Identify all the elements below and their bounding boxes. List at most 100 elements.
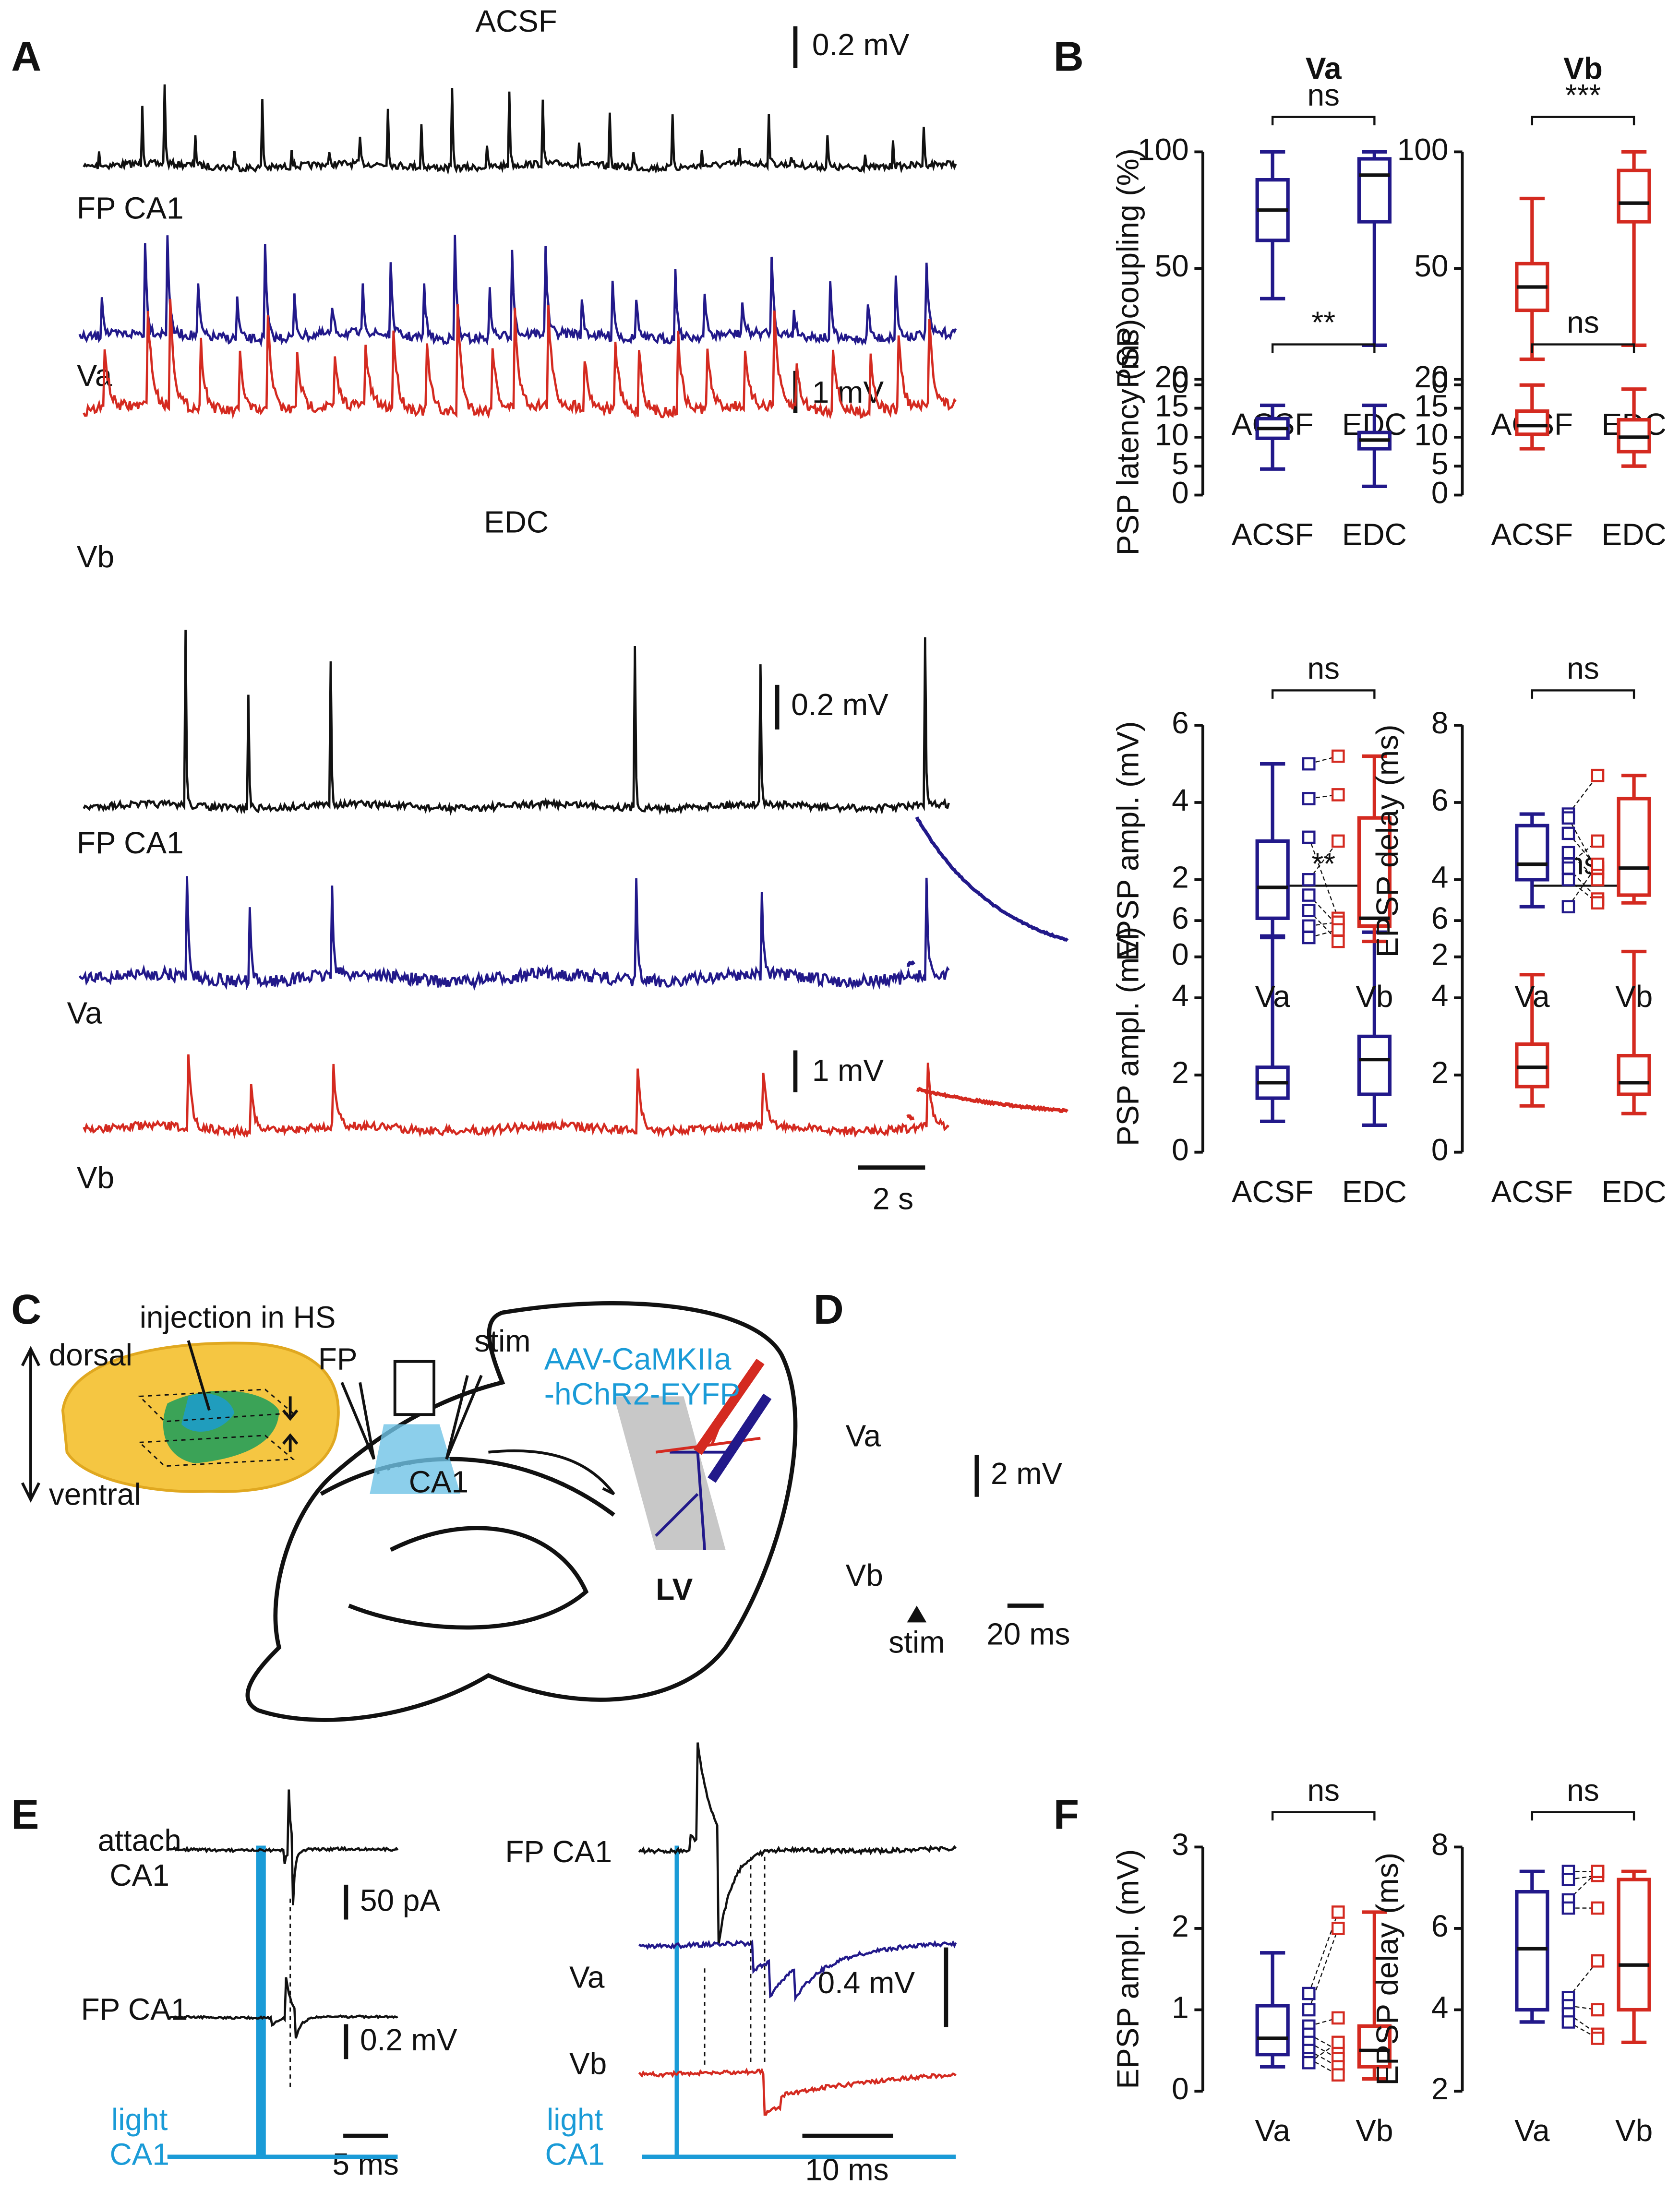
trace-label: Va bbox=[67, 996, 103, 1030]
panel-letter: C bbox=[11, 1286, 41, 1333]
data-point bbox=[1331, 2011, 1345, 2025]
box bbox=[1255, 2004, 1290, 2057]
box bbox=[1515, 824, 1549, 882]
x-tick-label: Va bbox=[1255, 2113, 1290, 2148]
scale-label: 0.4 mV bbox=[817, 1965, 915, 2000]
led bbox=[393, 1360, 435, 1416]
y-tick-label: 50 bbox=[1155, 249, 1189, 283]
y-axis-label: EPSP delay (ms) bbox=[1370, 1853, 1404, 2086]
y-tick-label: 2 bbox=[1431, 1055, 1449, 1090]
trace bbox=[78, 235, 957, 347]
x-tick-label: ACSF bbox=[1491, 1174, 1573, 1209]
trace-label: Vb bbox=[77, 1161, 114, 1195]
scale-label: 50 pA bbox=[360, 1883, 440, 1918]
chart-title: Va bbox=[1306, 51, 1342, 86]
x-tick-label: EDC bbox=[1602, 517, 1667, 552]
label: stim bbox=[888, 1625, 945, 1660]
box bbox=[1515, 1042, 1549, 1089]
label: FP bbox=[318, 1342, 358, 1376]
y-tick-label: 2 bbox=[1172, 1909, 1189, 1943]
y-tick-label: 5 bbox=[1431, 446, 1449, 481]
y-tick-label: 0 bbox=[1172, 937, 1189, 972]
y-tick-label: 0 bbox=[1172, 2071, 1189, 2106]
significance-label: ns bbox=[1308, 651, 1340, 686]
significance-bracket bbox=[1271, 1811, 1376, 1821]
data-point bbox=[1331, 1905, 1345, 1919]
panel-letter: A bbox=[11, 34, 41, 80]
data-point bbox=[1331, 788, 1345, 802]
data-point bbox=[1561, 1873, 1575, 1886]
y-tick-label: 6 bbox=[1172, 901, 1189, 935]
box bbox=[1617, 1878, 1651, 2012]
y-axis-label: EPSP ampl. (mV) bbox=[1111, 721, 1145, 961]
panel-letter: E bbox=[11, 1791, 39, 1838]
pipette bbox=[694, 1358, 765, 1455]
data-point bbox=[1302, 792, 1316, 805]
trace-label: CA1 bbox=[110, 1858, 169, 1892]
y-tick-label: 3 bbox=[1172, 1827, 1189, 1862]
x-tick-label: Vb bbox=[1356, 2113, 1393, 2148]
y-tick-label: 6 bbox=[1431, 783, 1449, 817]
box bbox=[1357, 1034, 1392, 1096]
arrow bbox=[488, 1449, 615, 1496]
data-point bbox=[1591, 768, 1605, 782]
significance-bracket bbox=[1531, 689, 1635, 699]
x-tick-label: EDC bbox=[1602, 1174, 1667, 1209]
y-tick-label: 6 bbox=[1431, 1909, 1449, 1943]
data-point bbox=[1302, 873, 1316, 886]
y-tick-label: 1 bbox=[1172, 1990, 1189, 2024]
data-point bbox=[1591, 2003, 1605, 2017]
label: dorsal bbox=[49, 1338, 132, 1372]
trace bbox=[915, 816, 1069, 942]
x-tick-label: ACSF bbox=[1491, 517, 1573, 552]
trace-label: FP CA1 bbox=[77, 191, 184, 225]
trace bbox=[78, 876, 950, 991]
y-tick-label: 2 bbox=[1172, 860, 1189, 895]
y-tick-label: 15 bbox=[1414, 388, 1448, 423]
y-tick-label: 0 bbox=[1172, 1133, 1189, 1167]
data-point bbox=[1302, 757, 1316, 771]
box bbox=[1357, 157, 1392, 224]
data-point bbox=[1331, 2068, 1345, 2082]
pair-line bbox=[1308, 929, 1339, 938]
data-point bbox=[1331, 923, 1345, 937]
y-axis-label: PSP coupling (%) bbox=[1111, 148, 1145, 388]
significance-label: *** bbox=[1565, 78, 1601, 112]
trace bbox=[638, 2067, 957, 2116]
significance-label: ** bbox=[1311, 847, 1335, 881]
y-tick-label: 8 bbox=[1431, 1827, 1449, 1862]
scale-label: 20 ms bbox=[986, 1616, 1070, 1651]
data-point bbox=[1591, 873, 1605, 886]
x-tick-label: EDC bbox=[1342, 517, 1407, 552]
panel-letter: F bbox=[1054, 1791, 1079, 1838]
x-tick-label: Va bbox=[1255, 979, 1290, 1014]
y-tick-label: 0 bbox=[1431, 1133, 1449, 1167]
trace-label: CA1 bbox=[545, 2137, 604, 2172]
x-tick-label: Vb bbox=[1615, 979, 1653, 1014]
data-point bbox=[1561, 900, 1575, 913]
electrode bbox=[340, 1382, 375, 1460]
y-tick-label: 0 bbox=[1172, 475, 1189, 510]
data-point bbox=[1591, 896, 1605, 910]
significance-label: ns bbox=[1567, 305, 1599, 340]
trace bbox=[638, 1939, 957, 2002]
pair-line bbox=[1308, 2017, 1339, 2027]
y-tick-label: 0 bbox=[1431, 365, 1449, 400]
y-tick-label: 4 bbox=[1431, 978, 1449, 1013]
trace-label: FP CA1 bbox=[505, 1834, 612, 1869]
trace-label: light bbox=[547, 2102, 603, 2137]
data-point bbox=[1331, 749, 1345, 763]
trace bbox=[83, 630, 950, 816]
pair-line bbox=[1308, 837, 1339, 919]
significance-label: ns bbox=[1567, 651, 1599, 686]
data-point bbox=[1302, 931, 1316, 945]
trace bbox=[906, 960, 915, 967]
trace-label: Vb bbox=[569, 2046, 607, 2081]
brain-schematic bbox=[21, 1340, 340, 1503]
y-tick-label: 6 bbox=[1172, 706, 1189, 740]
data-point bbox=[1302, 904, 1316, 918]
layer-band bbox=[614, 1396, 726, 1550]
y-tick-label: 0 bbox=[1172, 365, 1189, 400]
data-point bbox=[1591, 1901, 1605, 1915]
trace-label: Vb bbox=[846, 1558, 883, 1592]
